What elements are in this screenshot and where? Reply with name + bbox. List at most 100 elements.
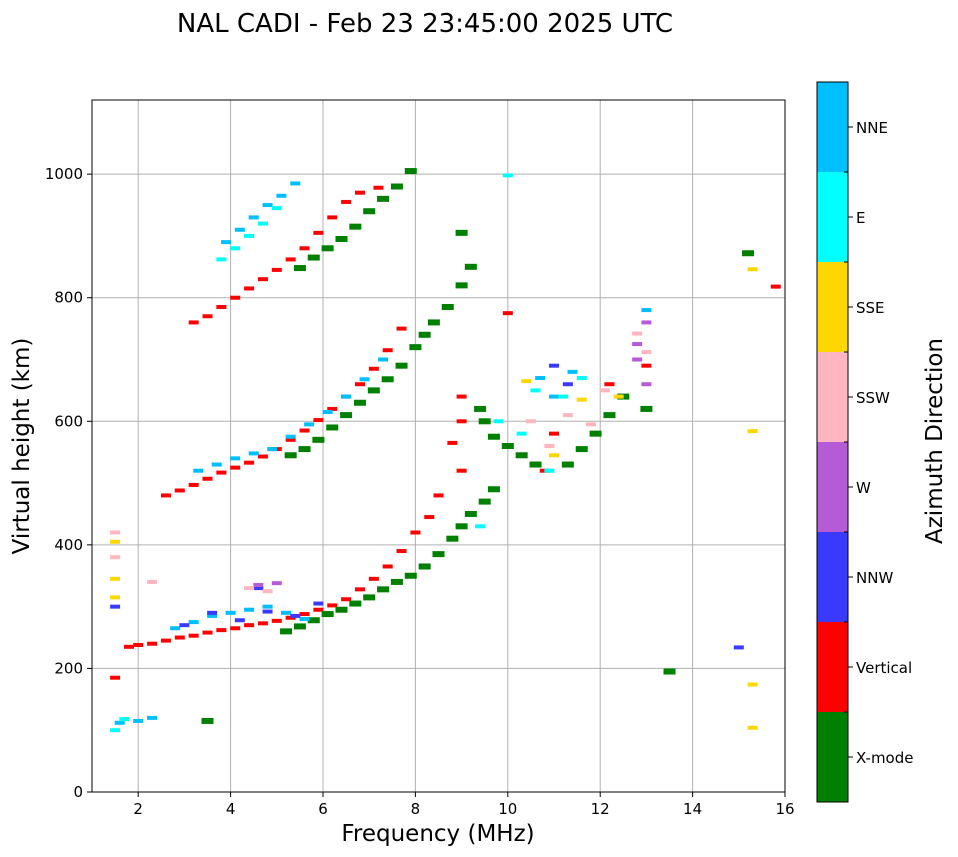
data-point [409,344,422,351]
colorbar-tick-label: SSW [856,389,890,407]
colorbar-tick-label: SSE [856,299,885,317]
colorbar-tick-label: X-mode [856,749,913,767]
data-point [110,576,121,581]
data-point [455,282,468,289]
data-point [353,399,366,406]
data-point [529,461,542,468]
data-point [544,444,555,448]
data-point [188,482,199,487]
data-point [284,452,297,459]
colorbar-label: Azimuth Direction [922,338,948,544]
data-point [576,376,587,381]
data-point [307,617,320,624]
data-point [349,600,362,607]
data-point [119,717,130,722]
data-point [244,460,255,465]
colorbar-frame [816,81,849,803]
y-axis-ticks: 0 200 400 600 800 1000 [45,165,92,801]
data-points [110,168,781,733]
data-point [390,578,403,585]
data-point [549,453,559,458]
data-point [359,377,370,382]
data-point [244,233,255,238]
data-point [395,362,408,369]
data-point [733,645,744,650]
data-point [202,630,213,635]
data-point [456,468,467,473]
data-point [549,431,559,436]
data-point [575,446,588,453]
data-point [262,589,273,594]
data-point [299,428,310,433]
data-point [170,626,181,631]
colorbar-tick-label: NNW [856,569,893,587]
data-point [321,245,334,252]
data-point [123,644,134,649]
data-point [313,230,324,235]
series-e [110,173,587,733]
data-point [433,493,444,498]
data-point [216,304,227,309]
data-point [368,366,379,371]
data-point [299,612,310,617]
data-point [515,452,528,459]
data-point [549,394,559,399]
data-point [544,468,555,473]
data-point [464,510,477,517]
data-point [742,250,755,257]
y-tick-label: 200 [54,659,83,677]
data-point [326,424,339,431]
data-point [207,613,218,618]
data-point [456,394,467,399]
data-point [599,388,610,393]
data-point [298,446,311,453]
colorbar-tick-label: E [856,209,865,227]
data-point [382,564,393,569]
x-tick-label: 14 [683,800,702,818]
data-point [293,623,306,630]
data-point [604,382,615,387]
data-point [147,641,158,646]
data-point [455,229,468,236]
colorbar-segment [817,712,848,802]
plot-frame [91,99,786,793]
y-tick-label: 0 [73,783,83,801]
data-point [271,267,282,272]
plot-area [92,100,785,792]
data-point [474,405,487,412]
data-point [267,447,278,452]
data-point [354,190,365,195]
data-point [377,586,390,593]
data-point [285,257,296,262]
data-point [521,379,532,384]
data-point [363,208,376,215]
data-point [244,286,255,291]
data-point [641,382,652,387]
data-point [632,331,643,336]
data-point [487,486,500,493]
data-point [589,430,602,437]
data-point [290,181,301,186]
data-point [363,594,376,601]
data-point [562,413,573,418]
data-point [321,611,334,618]
colorbar-segment [817,82,848,172]
data-point [257,221,268,226]
data-point [257,454,268,459]
data-point [257,621,268,626]
colorbar-tick-label: W [856,479,871,497]
data-point [603,412,616,419]
data-point [562,382,573,387]
data-point [382,348,393,353]
data-point [147,715,158,720]
x-tick-label: 12 [591,800,610,818]
data-point [377,195,390,202]
data-point [230,246,241,251]
x-tick-label: 8 [411,800,421,818]
colorbar-segment [817,172,848,262]
data-point [253,583,264,588]
data-point [248,215,259,220]
x-tick-label: 6 [318,800,328,818]
data-point [341,394,352,399]
